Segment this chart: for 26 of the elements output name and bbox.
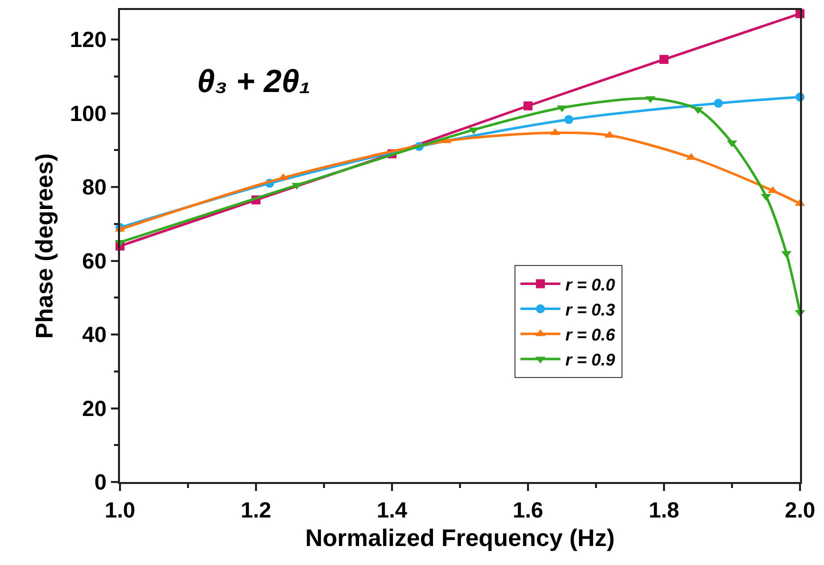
y-tick-label: 120 — [70, 27, 107, 52]
x-tick-label: 1.0 — [104, 497, 136, 522]
y-tick-label: 80 — [82, 174, 107, 200]
point — [564, 115, 574, 124]
x-tick-label: 2.0 — [784, 497, 816, 522]
x-axis-title: Normalized Frequency (Hz) — [305, 525, 615, 552]
x-tick-label: 1.4 — [376, 497, 408, 522]
y-tick-label: 0 — [94, 470, 107, 495]
y-tick-label: 60 — [82, 248, 107, 274]
y-tick-label: 20 — [82, 396, 107, 421]
annotation: θ₃ + 2θ₁ — [197, 63, 311, 99]
point — [660, 54, 668, 64]
point — [292, 182, 302, 190]
y-tick-label: 40 — [82, 322, 107, 348]
point — [714, 98, 723, 108]
y-tick-label: 100 — [70, 100, 107, 126]
legend-label: r = 0.6 — [565, 326, 616, 345]
x-tick-label: 1.2 — [240, 497, 272, 522]
x-tick-label: 1.8 — [648, 497, 680, 522]
legend-label: r = 0.3 — [565, 300, 616, 320]
y-axis-title: Phase (degrees) — [31, 153, 58, 339]
legend-label: r = 0.9 — [565, 350, 616, 370]
point — [524, 101, 532, 110]
x-tick-label: 1.6 — [512, 497, 544, 522]
legend-label: r = 0.0 — [565, 275, 616, 294]
point — [550, 128, 560, 136]
